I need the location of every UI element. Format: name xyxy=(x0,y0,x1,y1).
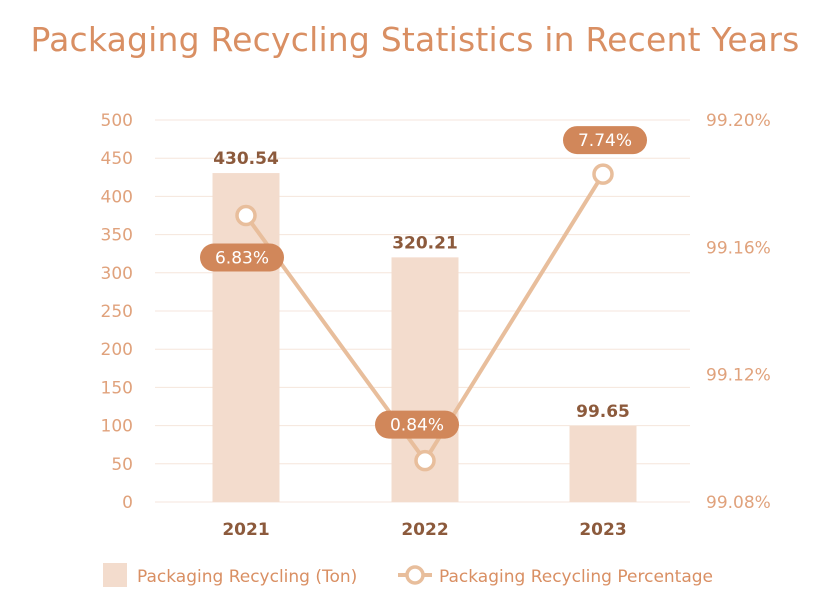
percent-label-bg xyxy=(375,410,459,439)
right-axis-tick: 99.08% xyxy=(706,493,771,513)
left-axis-tick: 50 xyxy=(111,455,133,475)
x-axis-label: 2021 xyxy=(222,520,269,540)
right-axis-tick: 99.16% xyxy=(706,238,771,258)
bar-value-label: 430.54 xyxy=(213,149,279,169)
percent-label-bg xyxy=(200,243,284,272)
chart-title: Packaging Recycling Statistics in Recent… xyxy=(30,20,800,59)
bar xyxy=(569,425,637,502)
legend-line-marker xyxy=(405,565,425,585)
percent-label: 7.74% xyxy=(578,131,632,151)
percent-label: 0.84% xyxy=(390,416,444,436)
right-axis-tick: 99.20% xyxy=(706,111,771,131)
bar-value-label: 99.65 xyxy=(576,402,630,422)
x-axis-label: 2022 xyxy=(401,520,448,540)
left-axis-tick: 300 xyxy=(101,264,133,284)
left-axis-tick: 150 xyxy=(101,378,133,398)
left-axis-tick: 350 xyxy=(101,226,133,246)
left-axis-tick: 200 xyxy=(101,340,133,360)
left-axis-tick: 400 xyxy=(101,187,133,207)
left-axis-tick: 250 xyxy=(101,302,133,322)
right-axis-tick: 99.12% xyxy=(706,366,771,386)
left-axis-tick: 450 xyxy=(101,149,133,169)
bar xyxy=(212,173,280,502)
percent-label-bg xyxy=(563,126,647,155)
left-axis-tick: 0 xyxy=(122,493,133,513)
left-axis-tick: 500 xyxy=(101,111,133,131)
left-axis-tick: 100 xyxy=(101,417,133,437)
line-point xyxy=(235,204,257,227)
line-point xyxy=(592,163,614,185)
percent-label: 6.83% xyxy=(215,249,269,269)
line-point xyxy=(414,449,436,472)
legend-bar-swatch xyxy=(103,563,127,587)
bar-value-label: 320.21 xyxy=(392,233,458,253)
legend-line-label: Packaging Recycling Percentage xyxy=(439,567,713,587)
x-axis-label: 2023 xyxy=(579,520,626,540)
legend-bar-label: Packaging Recycling (Ton) xyxy=(137,567,357,587)
